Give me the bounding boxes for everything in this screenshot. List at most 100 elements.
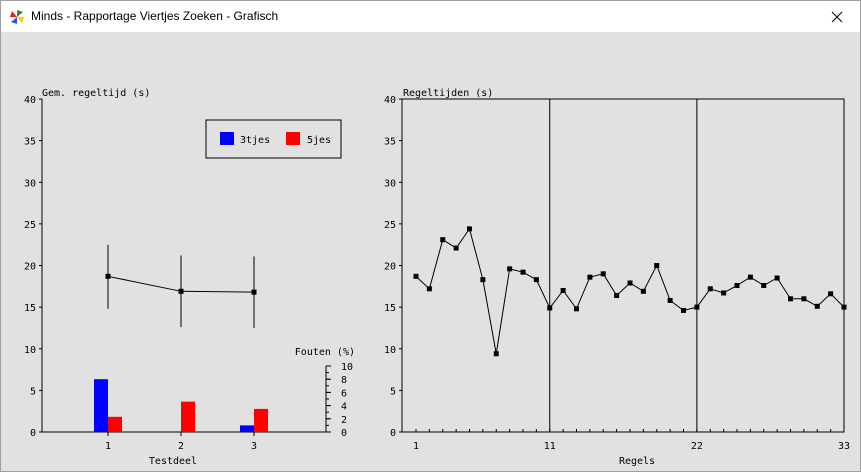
rule-times-point [614,292,620,298]
rule-times-point [600,271,606,277]
rule-times-y-tick-label: 20 [384,262,396,273]
avg-time-y-tick-label: 35 [24,137,36,148]
error-bar-5jes [181,401,195,432]
avg-time-y-tick-label: 20 [24,262,36,273]
rule-times-point [560,287,566,293]
legend-label-3tjes: 3tjes [240,135,270,146]
rule-times-y-tick-label: 30 [384,178,396,189]
legend-swatch-5jes [286,132,300,145]
rule-times-point [788,296,793,302]
rule-times-point [493,351,499,357]
rule-times-point [721,290,727,296]
rule-times-x-tick-label: 22 [691,441,703,452]
avg-time-y-tick-label: 10 [24,345,36,356]
rule-times-x-tick-label: 11 [544,441,556,452]
avg-time-y-tick-label: 5 [30,386,36,397]
rule-times-point [747,274,753,280]
avg-time-x-axis: 1 2 3 [42,431,326,452]
close-button[interactable] [814,1,860,32]
rule-times-plot-frame [401,98,845,433]
error-bar-3tjes [240,425,254,432]
avg-time-x-tick-label: 2 [178,441,184,452]
avg-time-chart-title: Gem. regeltijd (s) [42,88,150,99]
rule-times-y-tick-label: 5 [390,386,396,397]
rule-times-point [734,282,740,288]
rule-times-point [520,269,526,275]
rule-times-point [533,277,539,283]
errors-y-tick-label: 0 [341,428,347,439]
avg-time-point [178,288,184,294]
rule-times-point [654,263,660,268]
rule-times-point [761,282,767,288]
errors-y-tick-label: 10 [341,362,353,373]
avg-time-y-tick-label: 30 [24,178,36,189]
avg-time-x-label: Testdeel [149,456,197,467]
title-bar[interactable]: Minds - Rapportage Viertjes Zoeken - Gra… [1,1,860,32]
rule-times-x-label: Regels [619,456,655,467]
rule-times-point [667,297,673,303]
rule-times-point [841,304,847,310]
error-bar-3tjes [94,379,108,432]
close-icon [831,11,843,22]
avg-time-y-tick-label: 0 [30,428,36,439]
rule-times-y-tick-label: 40 [384,95,396,106]
avg-time-point [251,289,257,295]
legend-swatch-3tjes [220,132,234,145]
rule-times-x-tick-label: 33 [838,441,850,452]
rule-times-point [627,280,633,286]
rule-times-point [453,245,459,251]
rule-times-y-tick-label: 10 [384,345,396,356]
rule-times-series [413,226,847,357]
avg-time-x-tick-label: 3 [251,441,257,452]
rule-times-y-tick-label: 15 [384,303,396,314]
pinwheel-icon [10,10,24,24]
rule-times-dividers [549,99,698,432]
window-title: Minds - Rapportage Viertjes Zoeken - Gra… [31,9,279,23]
avg-time-y-tick-label: 40 [24,95,36,106]
errors-y-tick-label: 8 [341,375,347,386]
rule-times-point [774,275,780,281]
avg-time-series [105,244,257,328]
rule-times-y-tick-label: 0 [390,428,396,439]
rule-times-point [587,274,593,280]
errors-bars [94,379,268,432]
rule-times-chart-title: Regeltijden (s) [403,88,493,99]
rule-times-line [415,227,845,354]
errors-chart-title: Fouten (%) [295,347,355,358]
rule-times-point [801,296,807,302]
rule-times-point [681,307,686,313]
legend-label-5jes: 5jes [307,135,331,146]
avg-time-y-axis: 0 5 10 15 20 25 30 35 40 [24,95,43,439]
errors-y-tick-label: 4 [341,402,347,413]
rule-times-point [507,266,513,272]
error-bar-5jes [108,416,122,432]
rule-times-point [547,305,553,311]
errors-y-tick-label: 2 [341,415,347,426]
rule-times-y-axis: 0 5 10 15 20 25 30 35 40 [384,95,402,439]
rule-times-point [413,273,419,279]
avg-time-x-tick-label: 1 [105,441,111,452]
rule-times-point [814,303,820,309]
rule-times-point [707,286,713,292]
rule-times-point [440,237,446,243]
rule-times-x-tick-label: 1 [413,441,419,452]
avg-time-y-tick-label: 25 [24,220,36,231]
rule-times-y-tick-label: 35 [384,137,396,148]
rule-times-y-tick-label: 25 [384,220,396,231]
rule-times-point [828,291,834,297]
legend: 3tjes 5jes [205,119,342,159]
avg-time-y-tick-label: 15 [24,303,36,314]
errors-y-tick-label: 6 [341,388,347,399]
rule-times-point [640,288,646,294]
avg-time-point [105,273,111,279]
errors-y-axis: 0 2 4 6 8 10 [325,362,353,439]
rule-times-point [467,226,472,232]
rule-times-point [574,306,579,312]
error-bar-5jes [254,408,268,432]
legend-box [205,119,342,159]
rule-times-point [426,286,432,292]
